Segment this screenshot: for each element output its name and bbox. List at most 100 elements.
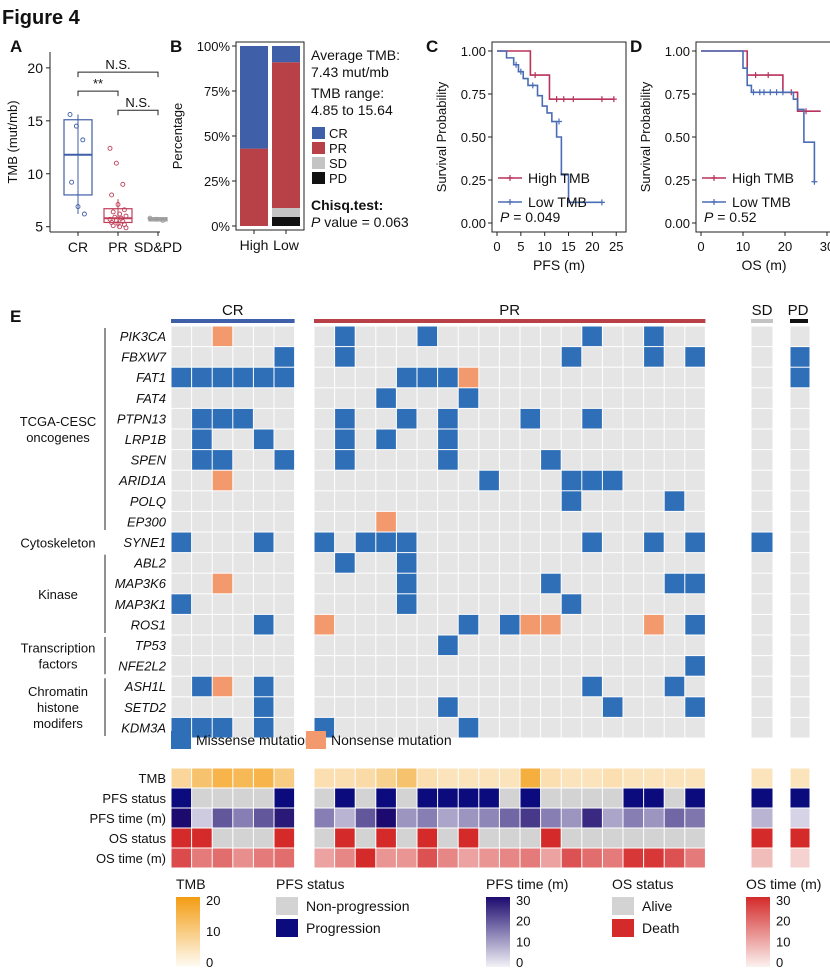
annotation-cell xyxy=(602,848,623,868)
annotation-cell xyxy=(335,848,355,868)
annotation-cell xyxy=(233,808,253,828)
mutation-cell xyxy=(644,614,664,635)
x-tick-label: Low xyxy=(273,237,300,253)
mutation-cell xyxy=(602,367,623,388)
data-point xyxy=(67,112,73,117)
mutation-cell xyxy=(644,511,664,532)
mutation-cell xyxy=(355,326,376,347)
bar-segment-pd xyxy=(272,217,300,226)
mutation-cell xyxy=(541,697,561,717)
data-point xyxy=(80,137,86,143)
annotation-cell xyxy=(541,788,561,808)
mutation-cell xyxy=(644,656,664,676)
mutation-cell xyxy=(355,388,376,408)
annotation-cell xyxy=(499,808,520,828)
mutation-cell xyxy=(751,553,773,573)
mutation-cell xyxy=(664,388,685,408)
mutation-cell xyxy=(644,717,664,738)
annotation-cell xyxy=(790,848,810,868)
mutation-cell xyxy=(685,573,705,594)
mutation-cell xyxy=(233,532,253,553)
censor-mark xyxy=(761,89,767,96)
mutation-cell xyxy=(582,511,602,532)
mutation-cell xyxy=(314,450,335,470)
annotation-cell xyxy=(623,848,644,868)
mutation-cell xyxy=(582,573,602,594)
mutation-cell xyxy=(520,491,541,511)
mutation-cell xyxy=(561,717,582,738)
mutation-cell xyxy=(751,511,773,532)
mutation-cell xyxy=(499,573,520,594)
avg-tmb-label: Average TMB: xyxy=(311,47,400,63)
mutation-cell xyxy=(479,388,499,408)
mutation-cell xyxy=(499,635,520,656)
mutation-cell xyxy=(582,326,602,347)
annotation-cell xyxy=(396,848,417,868)
mutation-cell xyxy=(192,676,212,697)
mutation-cell xyxy=(274,367,295,388)
censor-mark xyxy=(513,61,520,68)
data-point xyxy=(117,224,123,230)
y-tick-label: 0% xyxy=(211,219,230,234)
annotation-cell xyxy=(171,828,192,848)
mutation-cell xyxy=(541,676,561,697)
annotation-cell xyxy=(212,808,233,828)
censor-mark xyxy=(560,96,567,103)
category-label: Transcription xyxy=(21,641,96,656)
mutation-cell xyxy=(355,491,376,511)
x-tick-label: CR xyxy=(68,239,88,255)
mutation-cell xyxy=(335,511,355,532)
mutation-cell xyxy=(520,676,541,697)
mutation-cell xyxy=(561,553,582,573)
mutation-cell xyxy=(192,553,212,573)
annotation-cell xyxy=(314,768,335,788)
legend-tick: 0 xyxy=(206,955,213,970)
bar-segment-sd xyxy=(272,208,300,217)
annotation-cell xyxy=(541,808,561,828)
mutation-cell xyxy=(541,347,561,367)
data-point xyxy=(75,204,81,210)
mutation-cell xyxy=(253,635,274,656)
mutation-cell xyxy=(582,470,602,491)
y-tick-label: 0.25 xyxy=(461,173,486,188)
mutation-cell xyxy=(561,491,582,511)
annotation-cell xyxy=(314,808,335,828)
mutation-cell xyxy=(438,532,458,553)
mutation-cell xyxy=(417,511,438,532)
mutation-cell xyxy=(233,594,253,614)
mutation-cell xyxy=(376,367,396,388)
mutation-cell xyxy=(582,429,602,450)
annotation-cell xyxy=(335,808,355,828)
mutation-cell xyxy=(212,470,233,491)
mutation-cell xyxy=(396,429,417,450)
mutation-cell xyxy=(790,573,810,594)
mutation-cell xyxy=(685,594,705,614)
mutation-cell xyxy=(192,717,212,738)
mutation-cell xyxy=(664,697,685,717)
mutation-cell xyxy=(541,717,561,738)
mutation-cell xyxy=(212,573,233,594)
annotation-cell xyxy=(438,788,458,808)
mutation-cell xyxy=(417,429,438,450)
group-bar-sd xyxy=(751,319,773,323)
annotation-cell xyxy=(541,848,561,868)
gene-label: MAP3K1 xyxy=(115,597,166,612)
mutation-cell xyxy=(355,450,376,470)
mutation-cell xyxy=(623,635,644,656)
mutation-cell xyxy=(233,511,253,532)
mutation-cell xyxy=(479,532,499,553)
x-tick-label: 15 xyxy=(561,239,575,254)
annotation-cell xyxy=(541,828,561,848)
mutation-cell xyxy=(644,470,664,491)
mutation-cell xyxy=(212,347,233,367)
mutation-cell xyxy=(520,367,541,388)
mutation-cell xyxy=(664,717,685,738)
annotation-cell xyxy=(438,828,458,848)
annotation-cell xyxy=(171,768,192,788)
annotation-cell xyxy=(479,808,499,828)
legend-censor xyxy=(507,199,513,205)
annotation-cell xyxy=(790,788,810,808)
legend-tick: 30 xyxy=(776,893,790,908)
mutation-cell xyxy=(664,347,685,367)
mutation-cell xyxy=(623,450,644,470)
